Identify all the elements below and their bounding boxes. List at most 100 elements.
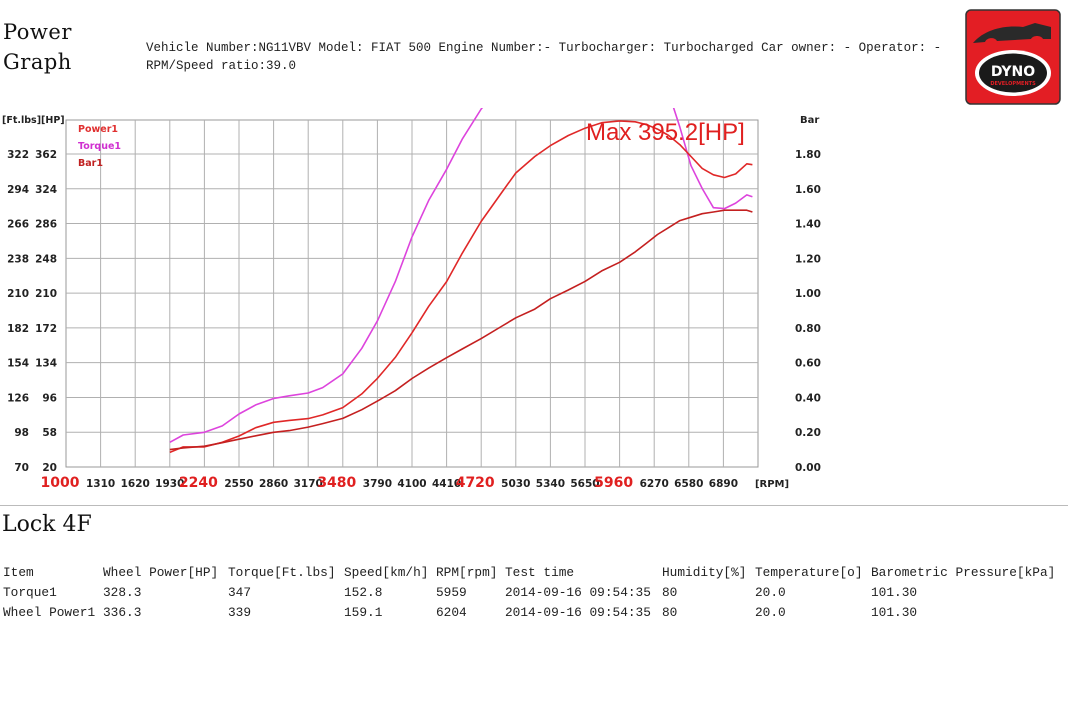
y-tick-bar: 1.00 bbox=[795, 288, 821, 300]
table-cell: 159.1 bbox=[344, 604, 383, 620]
table-cell: 152.8 bbox=[344, 584, 383, 600]
legend-item-torque1: Torque1 bbox=[78, 141, 121, 152]
column-header: Humidity[%] bbox=[662, 564, 747, 580]
chart-legend: Power1 Torque1 Bar1 bbox=[78, 124, 121, 169]
y-tick-hp: 20 bbox=[42, 462, 57, 474]
x-tick-label: 1620 bbox=[121, 478, 150, 490]
y-tick-ftlbs: 98 bbox=[14, 427, 29, 439]
table-cell: 5959 bbox=[436, 584, 467, 600]
left-axis-label: [Ft.lbs][HP] bbox=[2, 115, 65, 126]
y-tick-hp: 96 bbox=[42, 392, 57, 404]
y-tick-hp: 324 bbox=[35, 184, 57, 196]
y-tick-bar: 1.80 bbox=[795, 149, 821, 161]
x-tick-label: 3480 bbox=[317, 475, 356, 491]
y-tick-hp: 248 bbox=[35, 253, 57, 265]
x-tick-label: 1310 bbox=[86, 478, 115, 490]
x-tick-label: 6890 bbox=[709, 478, 738, 490]
y-tick-bar: 0.00 bbox=[795, 462, 821, 474]
legend-item-bar1: Bar1 bbox=[78, 158, 103, 169]
y-tick-bar: 1.60 bbox=[795, 184, 821, 196]
max-power-annotation: Max 395.2[HP] bbox=[586, 119, 745, 146]
x-tick-label: 1000 bbox=[41, 475, 80, 491]
table-cell: 2014-09-16 09:54:35 bbox=[505, 584, 651, 600]
x-tick-label: 5960 bbox=[594, 475, 633, 491]
y-tick-bar: 0.60 bbox=[795, 358, 821, 370]
x-tick-label: 2550 bbox=[224, 478, 253, 490]
table-row: Wheel Power1 336.3 339 159.1 6204 2014-09-16 … bbox=[3, 602, 1055, 622]
y-tick-ftlbs: 210 bbox=[7, 288, 29, 300]
x-tick-label: 5650 bbox=[570, 478, 599, 490]
right-axis-label: Bar bbox=[800, 115, 819, 126]
results-table: Item Wheel Power[HP] Torque[Ft.lbs] Speed[k… bbox=[3, 562, 1055, 622]
series-line-power1 bbox=[169, 120, 753, 454]
column-header: Temperature[o] bbox=[755, 564, 863, 580]
lock-label: Lock 4F bbox=[2, 512, 92, 537]
legend-item-power1: Power1 bbox=[78, 124, 118, 135]
chart-curves bbox=[169, 108, 753, 454]
column-header: RPM[rpm] bbox=[436, 564, 498, 580]
y-tick-bar: 0.80 bbox=[795, 323, 821, 335]
logo-text: DYNO bbox=[991, 64, 1035, 80]
divider bbox=[0, 505, 1068, 506]
vehicle-info: Vehicle Number:NG11VBV Model: FIAT 500 E… bbox=[146, 41, 942, 55]
dyno-logo: DYNO DEVELOPMENTS bbox=[965, 9, 1061, 105]
y-tick-hp: 134 bbox=[35, 358, 57, 370]
y-tick-bar: 0.40 bbox=[795, 392, 821, 404]
y-tick-ftlbs: 182 bbox=[7, 323, 29, 335]
table-cell: 101.30 bbox=[871, 584, 918, 600]
table-cell: 20.0 bbox=[755, 584, 786, 600]
x-tick-label: 4720 bbox=[456, 475, 495, 491]
x-tick-label: 1930 bbox=[155, 478, 184, 490]
x-axis-unit: [RPM] bbox=[755, 479, 789, 490]
y-tick-hp: 286 bbox=[35, 219, 57, 231]
y-tick-hp: 172 bbox=[35, 323, 57, 335]
x-tick-label: 3170 bbox=[294, 478, 323, 490]
y-tick-ftlbs: 70 bbox=[14, 462, 29, 474]
x-tick-label: 2860 bbox=[259, 478, 288, 490]
y-tick-ftlbs: 154 bbox=[7, 358, 29, 370]
y-tick-bar: 1.40 bbox=[795, 219, 821, 231]
logo-subtext: DEVELOPMENTS bbox=[990, 81, 1036, 87]
y-tick-hp: 58 bbox=[42, 427, 57, 439]
y-tick-ftlbs: 266 bbox=[7, 219, 29, 231]
table-cell: 101.30 bbox=[871, 604, 918, 620]
table-row: Torque1 328.3 347 152.8 5959 2014-09-16 09:54… bbox=[3, 582, 1055, 602]
table-cell: 328.3 bbox=[103, 584, 142, 600]
x-tick-label: 6580 bbox=[674, 478, 703, 490]
table-cell: Torque1 bbox=[3, 584, 57, 600]
series-line-bar1 bbox=[169, 209, 753, 451]
x-tick-label: 5030 bbox=[501, 478, 530, 490]
column-header: Test time bbox=[505, 564, 575, 580]
y-tick-hp: 210 bbox=[35, 288, 57, 300]
table-cell: 80 bbox=[662, 584, 678, 600]
column-header: Speed[km/h] bbox=[344, 564, 429, 580]
table-cell: 2014-09-16 09:54:35 bbox=[505, 604, 651, 620]
y-tick-hp: 362 bbox=[35, 149, 57, 161]
x-tick-label: 4100 bbox=[397, 478, 426, 490]
table-cell: 6204 bbox=[436, 604, 467, 620]
table-cell: Wheel Power1 bbox=[3, 604, 96, 620]
table-cell: 339 bbox=[228, 604, 252, 620]
table-cell: 347 bbox=[228, 584, 252, 600]
series-line-torque1 bbox=[169, 108, 753, 444]
column-header: Item bbox=[3, 564, 34, 580]
column-header: Torque[Ft.lbs] bbox=[228, 564, 336, 580]
page-title-line1: Power bbox=[3, 20, 72, 44]
y-tick-ftlbs: 238 bbox=[7, 253, 29, 265]
page-title-line2: Graph bbox=[3, 50, 72, 74]
y-tick-ftlbs: 294 bbox=[7, 184, 29, 196]
x-tick-label: 5340 bbox=[536, 478, 565, 490]
y-tick-ftlbs: 126 bbox=[7, 392, 29, 404]
table-cell: 336.3 bbox=[103, 604, 142, 620]
table-cell: 80 bbox=[662, 604, 678, 620]
y-tick-bar: 1.20 bbox=[795, 253, 821, 265]
chart-grid bbox=[65, 119, 759, 468]
rpm-speed-ratio: RPM/Speed ratio:39.0 bbox=[146, 59, 297, 73]
column-header: Wheel Power[HP] bbox=[103, 564, 219, 580]
table-cell: 20.0 bbox=[755, 604, 786, 620]
x-tick-label: 6270 bbox=[640, 478, 669, 490]
table-header-row: Item Wheel Power[HP] Torque[Ft.lbs] Speed[k… bbox=[3, 562, 1055, 582]
y-tick-bar: 0.20 bbox=[795, 427, 821, 439]
